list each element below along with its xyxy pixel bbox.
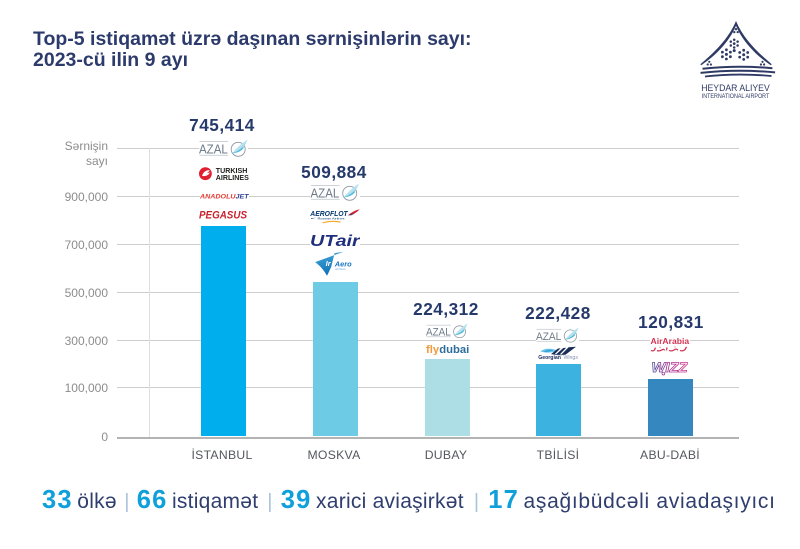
svg-text:Wings: Wings [563, 354, 578, 359]
svg-text:flydubai: flydubai [426, 344, 469, 355]
svg-text:AEROFLOT: AEROFLOT [310, 209, 348, 218]
svg-text:TURKISH: TURKISH [215, 168, 247, 175]
svg-text:Aero: Aero [334, 260, 352, 269]
svg-text:airlines: airlines [335, 267, 346, 271]
svg-text:AZAL: AZAL [311, 186, 340, 200]
svg-text:UTair: UTair [310, 232, 360, 246]
svg-text:AZAL: AZAL [536, 331, 561, 343]
svg-text:Georgian: Georgian [538, 354, 561, 359]
svg-text:AIRLINES: AIRLINES [215, 175, 248, 181]
svg-text:WIZZ: WIZZ [652, 358, 688, 374]
svg-text:AirArabia: AirArabia [651, 337, 690, 346]
svg-text:AZAL: AZAL [199, 143, 228, 157]
svg-text:Ir: Ir [326, 259, 332, 268]
svg-text:HEYDAR ALIYEV: HEYDAR ALIYEV [701, 83, 770, 93]
svg-text:PEGASUS: PEGASUS [199, 210, 248, 220]
svg-text:Russian Airlines: Russian Airlines [318, 217, 346, 221]
svg-text:AZAL: AZAL [426, 326, 451, 338]
svg-text:INTERNATIONAL AIRPORT: INTERNATIONAL AIRPORT [702, 93, 770, 100]
